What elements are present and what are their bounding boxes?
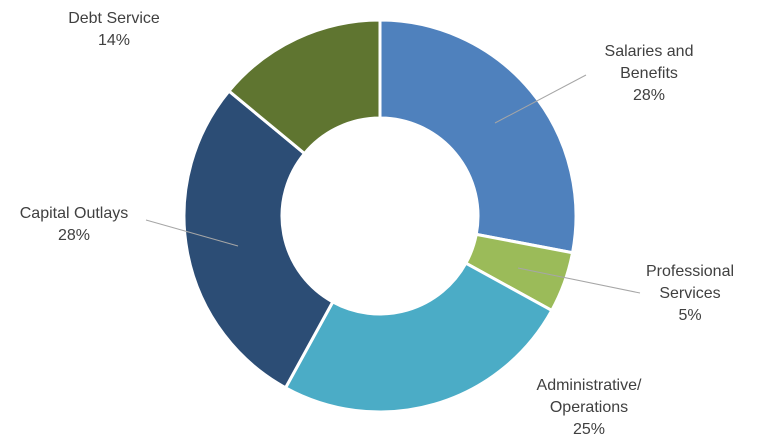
slice-labels: Salaries and Benefits 28% Professional Servi… — [20, 10, 734, 438]
slice-label-line: Professional — [646, 263, 734, 280]
slice-administrative-operations — [283, 261, 554, 414]
slice-label-line: Capital Outlays — [20, 205, 129, 222]
slice-label: Capital Outlays 28% — [20, 205, 129, 244]
slice-label-line: Salaries and — [605, 43, 694, 60]
slice-capital-outlays — [182, 88, 335, 390]
slice-label: Professional Services 5% — [646, 263, 734, 324]
slice-label-line: 28% — [633, 87, 665, 104]
slice-label-line: 5% — [678, 307, 701, 324]
leader-line — [517, 267, 641, 294]
slice-label-line: 14% — [98, 32, 130, 49]
slice-label: Salaries and Benefits 28% — [605, 43, 694, 104]
slice-label: Debt Service 14% — [68, 10, 160, 49]
slice-label-line: 28% — [58, 227, 90, 244]
slice-label-line: Administrative/ — [537, 377, 642, 394]
slice-label-line: Services — [659, 285, 720, 302]
slice-label-line: Operations — [550, 399, 628, 416]
leader-line — [145, 219, 239, 247]
slice-label-line: 25% — [573, 421, 605, 438]
slice-label: Administrative/Operations 25% — [537, 377, 642, 438]
leader-line — [494, 74, 587, 124]
slice-label-line: Debt Service — [68, 10, 160, 27]
slice-debt-service — [226, 18, 382, 156]
chart-slices — [182, 18, 578, 414]
slice-label-line: Benefits — [620, 65, 678, 82]
slice-salaries-and-benefits — [378, 18, 578, 255]
leader-lines — [145, 74, 641, 294]
